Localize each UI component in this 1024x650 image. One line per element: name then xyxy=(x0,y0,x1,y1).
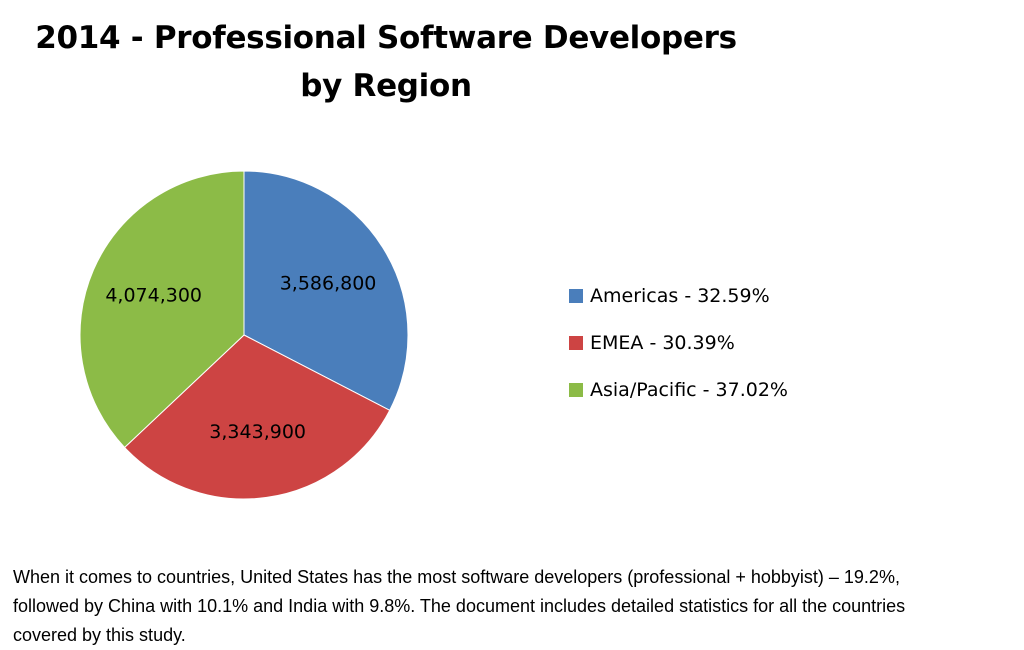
legend-item-americas: Americas - 32.59% xyxy=(569,272,869,319)
chart-title-line-1: 2014 - Professional Software Developers xyxy=(35,20,737,56)
slice-value-label-americas: 3,586,800 xyxy=(280,272,377,294)
chart-title: 2014 - Professional Software Developers … xyxy=(0,14,772,110)
description-paragraph: When it comes to countries, United State… xyxy=(13,567,906,645)
legend-swatch-asia-pacific xyxy=(569,382,583,397)
pie-slice-asia-pacific xyxy=(79,170,245,449)
legend-item-emea: EMEA - 30.39% xyxy=(569,319,869,366)
legend-swatch-emea xyxy=(569,335,583,350)
legend-label-asia-pacific: Asia/Pacific - 37.02% xyxy=(590,378,788,401)
pie-slice-americas xyxy=(243,170,409,411)
slice-value-label-asia-pacific: 4,074,300 xyxy=(105,284,202,306)
legend-item-asia-pacific: Asia/Pacific - 37.02% xyxy=(569,366,869,413)
chart-legend: Americas - 32.59% EMEA - 30.39% Asia/Pac… xyxy=(569,272,869,413)
legend-swatch-americas xyxy=(569,288,583,303)
legend-label-americas: Americas - 32.59% xyxy=(590,284,770,307)
legend-label-emea: EMEA - 30.39% xyxy=(590,331,735,354)
chart-title-line-2: by Region xyxy=(300,68,472,104)
slice-value-label-emea: 3,343,900 xyxy=(209,421,306,443)
pie-slice-emea xyxy=(123,334,391,500)
